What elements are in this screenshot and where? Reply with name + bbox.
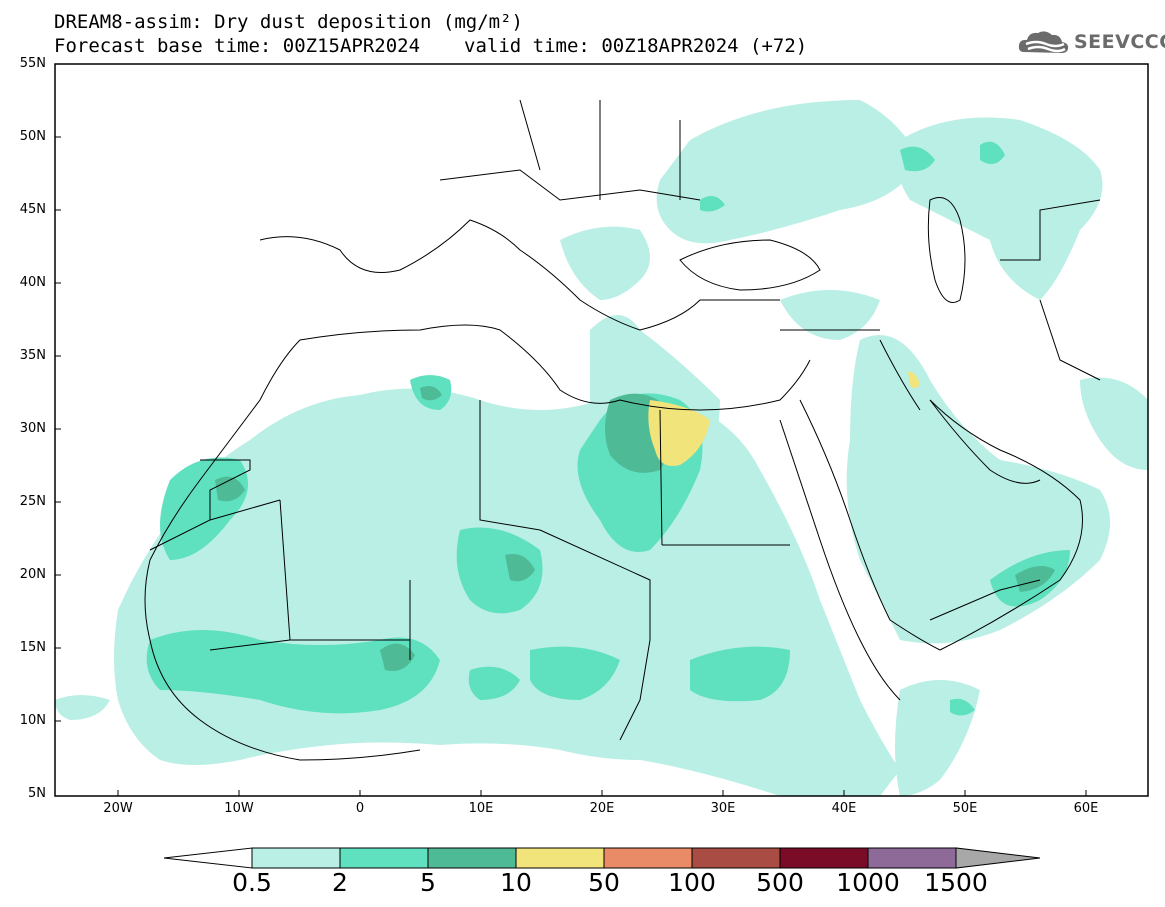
colorbar-bin-4 — [515, 847, 605, 869]
colorbar-bin-3 — [427, 847, 517, 869]
lat-label: 45N — [19, 202, 46, 217]
borders-layer — [144, 99, 1101, 761]
lon-label: 0 — [355, 801, 365, 816]
colorbar-label: 2 — [332, 868, 348, 897]
egypt-max — [648, 400, 710, 466]
morocco-core — [215, 476, 245, 502]
caspian-patch — [900, 146, 935, 172]
black-sea-patch — [700, 196, 725, 212]
colorbar-label: 500 — [756, 868, 804, 897]
lat-label: 15N — [19, 640, 46, 655]
arabia-coast — [929, 399, 1083, 651]
africa-coast-north — [149, 324, 811, 561]
lat-label: 25N — [19, 494, 46, 509]
border-iraq-iran — [879, 339, 921, 411]
africa-coast-west — [144, 559, 421, 761]
colorbar-label: 1500 — [924, 868, 988, 897]
cloud-logo-icon — [1018, 31, 1069, 53]
valid-time: valid time: 00Z18APR2024 (+72) — [464, 35, 808, 57]
colorbar — [163, 847, 1041, 869]
atlas-core — [420, 386, 442, 401]
lat-label: 5N — [28, 786, 46, 801]
red-sea-west — [779, 419, 901, 701]
border-morocco — [149, 459, 251, 551]
colorbar-bin-6 — [691, 847, 781, 869]
colorbar-bin-7 — [779, 847, 869, 869]
europe-coast — [259, 219, 780, 331]
mesopotamia-max — [908, 371, 920, 389]
colorbar-label: 5 — [420, 868, 436, 897]
border-libya-algeria — [479, 400, 541, 531]
colorbar-label: 50 — [588, 868, 620, 897]
map-title: DREAM8-assim: Dry dust deposition (mg/m²… — [54, 11, 523, 33]
colorbar-bin-8 — [867, 847, 957, 869]
sahel-chad — [530, 646, 620, 700]
lon-label: 40E — [831, 801, 857, 816]
lat-label: 55N — [19, 56, 46, 71]
deposition-10-50-layer — [648, 371, 920, 466]
sudan-patch — [690, 646, 790, 702]
border-mauritania — [209, 499, 291, 651]
border-europe-1 — [439, 169, 701, 201]
sahel-niger — [456, 527, 543, 614]
atlantic-light — [55, 695, 110, 720]
colorbar-left-arrow — [163, 847, 253, 869]
sahel-core — [380, 643, 415, 671]
lat-label: 50N — [19, 129, 46, 144]
lat-label: 20N — [19, 567, 46, 582]
lon-label: 60E — [1073, 801, 1099, 816]
lon-label: 10E — [468, 801, 494, 816]
colorbar-right-arrow — [955, 847, 1041, 869]
lat-label: 10N — [19, 713, 46, 728]
colorbar-label: 100 — [668, 868, 716, 897]
lon-label: 30E — [710, 801, 736, 816]
lon-label: 10W — [224, 801, 254, 816]
forecast-base-time: Forecast base time: 00Z15APR2024 — [54, 35, 421, 57]
lat-label: 30N — [19, 421, 46, 436]
border-egypt-libya — [659, 409, 663, 546]
colorbar-label: 10 — [500, 868, 532, 897]
lon-label: 20W — [103, 801, 133, 816]
lat-label: 35N — [19, 348, 46, 363]
colorbar-label: 1000 — [836, 868, 900, 897]
central-asia-light — [896, 117, 1103, 300]
border-iran-afghan — [1039, 299, 1101, 381]
border-saudi-yemen — [929, 579, 1041, 621]
border-central-asia — [1000, 199, 1101, 261]
gulf-coast — [929, 399, 1041, 484]
oman-core — [1015, 566, 1055, 592]
anatolia-light — [780, 290, 880, 340]
lon-label: 50E — [952, 801, 978, 816]
colorbar-bin-2 — [339, 847, 429, 869]
lon-label: 20E — [589, 801, 615, 816]
border-europe-2 — [519, 99, 681, 200]
logo-text: SEEVCCC — [1074, 31, 1165, 53]
europe-light-band — [656, 100, 920, 244]
caspian-sea — [927, 197, 966, 303]
axis-ticks — [55, 63, 1087, 796]
black-sea — [679, 239, 821, 291]
niger-core — [505, 554, 535, 582]
colorbar-bin-5 — [603, 847, 693, 869]
colorbar-label: 0.5 — [232, 868, 272, 897]
red-sea-east — [799, 399, 941, 651]
border-niger-chad — [539, 529, 651, 640]
balkan-light — [560, 226, 650, 300]
sahel-west — [146, 630, 440, 714]
border-sudan-chad — [619, 639, 651, 741]
nigeria-patch — [468, 666, 520, 700]
map-subtitle: Forecast base time: 00Z15APR2024 valid ti… — [54, 36, 807, 56]
horn-patch — [950, 698, 975, 716]
aral-patch — [980, 141, 1005, 164]
colorbar-bin-1 — [251, 847, 341, 869]
lat-label: 40N — [19, 275, 46, 290]
gulf-light — [1080, 377, 1148, 470]
